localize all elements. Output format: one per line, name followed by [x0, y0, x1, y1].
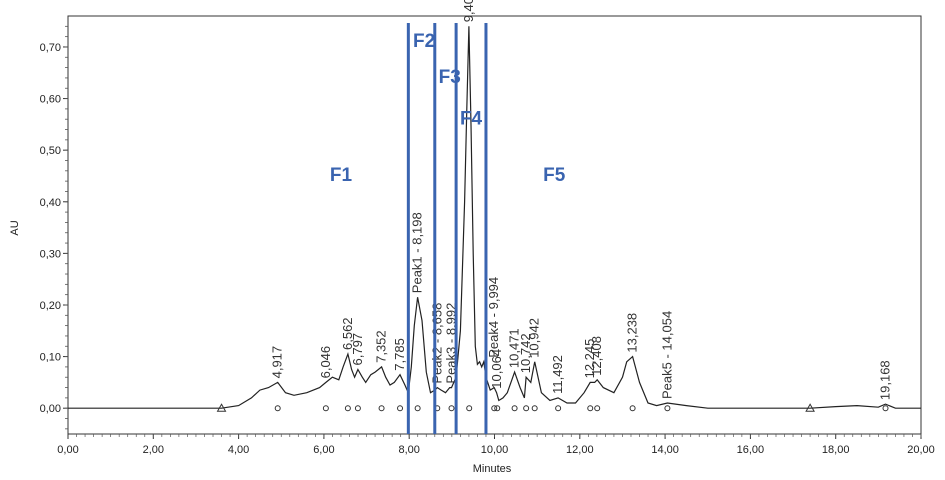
peak-label: Peak5 - 14,054	[659, 311, 674, 399]
peak-label: Peak4 - 9,994	[486, 277, 501, 358]
fraction-label: F3	[439, 67, 461, 88]
baseline-marker	[491, 405, 498, 412]
y-tick-label: 0,70	[40, 42, 61, 54]
x-tick-label: 0,00	[57, 444, 78, 456]
baseline-marker	[414, 405, 421, 412]
y-tick-label: 0,40	[40, 197, 61, 209]
y-tick-label: 0,10	[40, 352, 61, 364]
x-axis: 0,00 2,00 4,00 6,00 8,00 10,00 12,00 14,00 16,00…	[57, 434, 935, 456]
x-tick-label: 8,00	[398, 444, 419, 456]
peak-label: Peak1 - 8,198	[410, 212, 425, 293]
fraction-label: F2	[413, 31, 435, 52]
peak-label: 6,046	[318, 346, 333, 379]
x-tick-label: 2,00	[143, 444, 164, 456]
peak-label: 7,352	[374, 330, 389, 363]
baseline-marker	[354, 405, 361, 412]
baseline-marker	[587, 405, 594, 412]
fraction-label: F4	[460, 108, 483, 129]
x-axis-title: Minutes	[473, 463, 512, 475]
x-tick-label: 12,00	[566, 444, 594, 456]
integration-markers	[216, 403, 889, 412]
x-tick-label: 14,00	[651, 444, 679, 456]
baseline-marker	[511, 405, 518, 412]
baseline-marker	[448, 405, 455, 412]
peak-label: 11,492	[550, 355, 565, 394]
peak-label: 12,408	[589, 336, 604, 376]
y-tick-label: 0,50	[40, 145, 61, 157]
peak-label: 10,471	[507, 328, 522, 368]
baseline-marker	[378, 405, 385, 412]
y-tick-label: 0,20	[40, 300, 61, 312]
fraction-label: F1	[330, 165, 353, 186]
baseline-marker	[523, 405, 530, 412]
baseline-marker	[629, 405, 636, 412]
x-tick-label: 18,00	[822, 444, 850, 456]
peak-label: 6,562	[340, 317, 355, 350]
peak-label: 10,742	[518, 333, 533, 373]
baseline-marker	[322, 405, 329, 412]
baseline-marker	[555, 405, 562, 412]
peak-label: 10,942	[527, 318, 542, 358]
y-tick-label: 0,30	[40, 248, 61, 260]
baseline-marker	[466, 405, 473, 412]
y-axis-title: AU	[9, 220, 21, 235]
peak-label: 12,245	[582, 339, 597, 379]
baseline-marker	[344, 405, 351, 412]
baseline-marker	[494, 405, 501, 412]
peak-label: 10,064	[489, 349, 504, 389]
y-axis: 0,00 0,10 0,20 0,30 0,40 0,50 0,60 0,70	[40, 25, 68, 430]
chromatogram-trace	[68, 26, 921, 409]
baseline-triangle-marker	[216, 403, 227, 412]
x-tick-label: 6,00	[313, 444, 334, 456]
y-tick-label: 0,60	[40, 94, 61, 106]
baseline-marker	[664, 405, 671, 412]
peak-label: 7,785	[392, 338, 407, 371]
x-tick-label: 20,00	[907, 444, 935, 456]
baseline-marker	[594, 405, 601, 412]
peak-label: 6,797	[350, 333, 365, 366]
peak-label: 19,168	[878, 360, 893, 400]
baseline-marker	[882, 405, 889, 412]
baseline-marker	[397, 405, 404, 412]
fraction-boundaries	[406, 23, 488, 434]
baseline-triangle-marker	[805, 403, 815, 412]
peak-label: Peak2 - 8,658	[429, 303, 444, 384]
x-tick-label: 10,00	[481, 444, 509, 456]
y-tick-label: 0,00	[40, 403, 61, 415]
peak-label: 13,238	[625, 313, 640, 353]
baseline-marker	[274, 405, 281, 412]
peak-label: 9,407	[461, 0, 476, 22]
x-tick-label: 16,00	[737, 444, 765, 456]
baseline-marker	[531, 405, 538, 412]
x-tick-label: 4,00	[228, 444, 249, 456]
fraction-label: F5	[543, 165, 566, 186]
peak-label: 4,917	[270, 346, 285, 379]
